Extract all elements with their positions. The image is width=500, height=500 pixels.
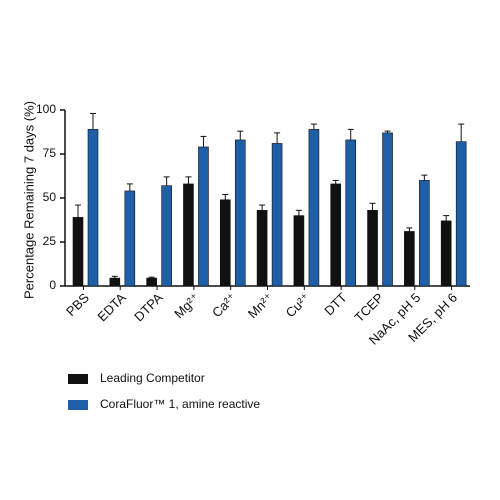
- bar: [109, 277, 121, 287]
- legend-swatch: [68, 400, 88, 410]
- x-tick-label: DTPA: [131, 290, 166, 325]
- error-bar: [443, 215, 450, 221]
- error-bar: [295, 209, 302, 216]
- bar: [308, 129, 320, 287]
- x-tick-label: DTT: [321, 290, 350, 319]
- bar: [87, 129, 99, 287]
- error-bar: [384, 130, 391, 133]
- bar: [345, 139, 357, 287]
- error-bar: [111, 275, 118, 279]
- bar: [330, 183, 342, 287]
- y-axis-label: Percentage Remaining 7 days (%): [21, 101, 36, 299]
- error-bar: [274, 132, 281, 144]
- bar: [419, 180, 430, 287]
- bar: [455, 141, 467, 287]
- bar: [367, 210, 378, 287]
- x-tick-label: Ca²⁺: [209, 290, 239, 320]
- legend-label: Leading Competitor: [100, 371, 205, 385]
- x-tick-label: EDTA: [94, 290, 129, 325]
- x-tick-label: TCEP: [351, 290, 386, 325]
- error-bar: [421, 174, 428, 181]
- x-tick-label: Mn²⁺: [245, 290, 276, 321]
- error-bar: [332, 179, 339, 184]
- error-bar: [458, 123, 465, 142]
- error-bar: [347, 128, 354, 140]
- bar: [256, 210, 268, 287]
- y-tick-label: 50: [43, 190, 57, 204]
- bar: [219, 199, 231, 287]
- x-tick-label: PBS: [63, 290, 92, 319]
- y-tick-label: 100: [36, 102, 56, 116]
- bar: [146, 277, 157, 287]
- bar: [198, 146, 209, 287]
- error-bar: [185, 176, 192, 184]
- error-bar: [126, 183, 133, 191]
- bar: [161, 185, 172, 287]
- bar: [271, 143, 283, 287]
- error-bar: [369, 202, 376, 211]
- error-bar: [163, 176, 170, 186]
- x-tick-label: Cu²⁺: [283, 290, 313, 320]
- bar: [440, 220, 452, 287]
- error-bar: [259, 204, 266, 211]
- y-tick-label: 25: [43, 234, 57, 248]
- error-bar: [310, 123, 317, 130]
- x-tick-label: Mg²⁺: [171, 290, 202, 321]
- y-tick-label: 0: [49, 278, 56, 292]
- error-bar: [222, 193, 229, 200]
- bar: [293, 215, 305, 287]
- bar: [404, 231, 415, 287]
- error-bar: [237, 130, 244, 140]
- bar: [234, 139, 246, 287]
- bar: [382, 132, 393, 287]
- error-bar: [200, 135, 207, 147]
- y-tick-label: 75: [43, 146, 57, 160]
- error-bar: [406, 227, 413, 232]
- legend-swatch: [68, 374, 88, 384]
- error-bar: [90, 113, 96, 130]
- error-bar: [148, 276, 155, 279]
- bar: [124, 190, 136, 287]
- bar: [183, 183, 194, 287]
- error-bar: [75, 204, 81, 218]
- legend-label: CoraFluor™ 1, amine reactive: [100, 397, 260, 411]
- bar: [72, 217, 84, 287]
